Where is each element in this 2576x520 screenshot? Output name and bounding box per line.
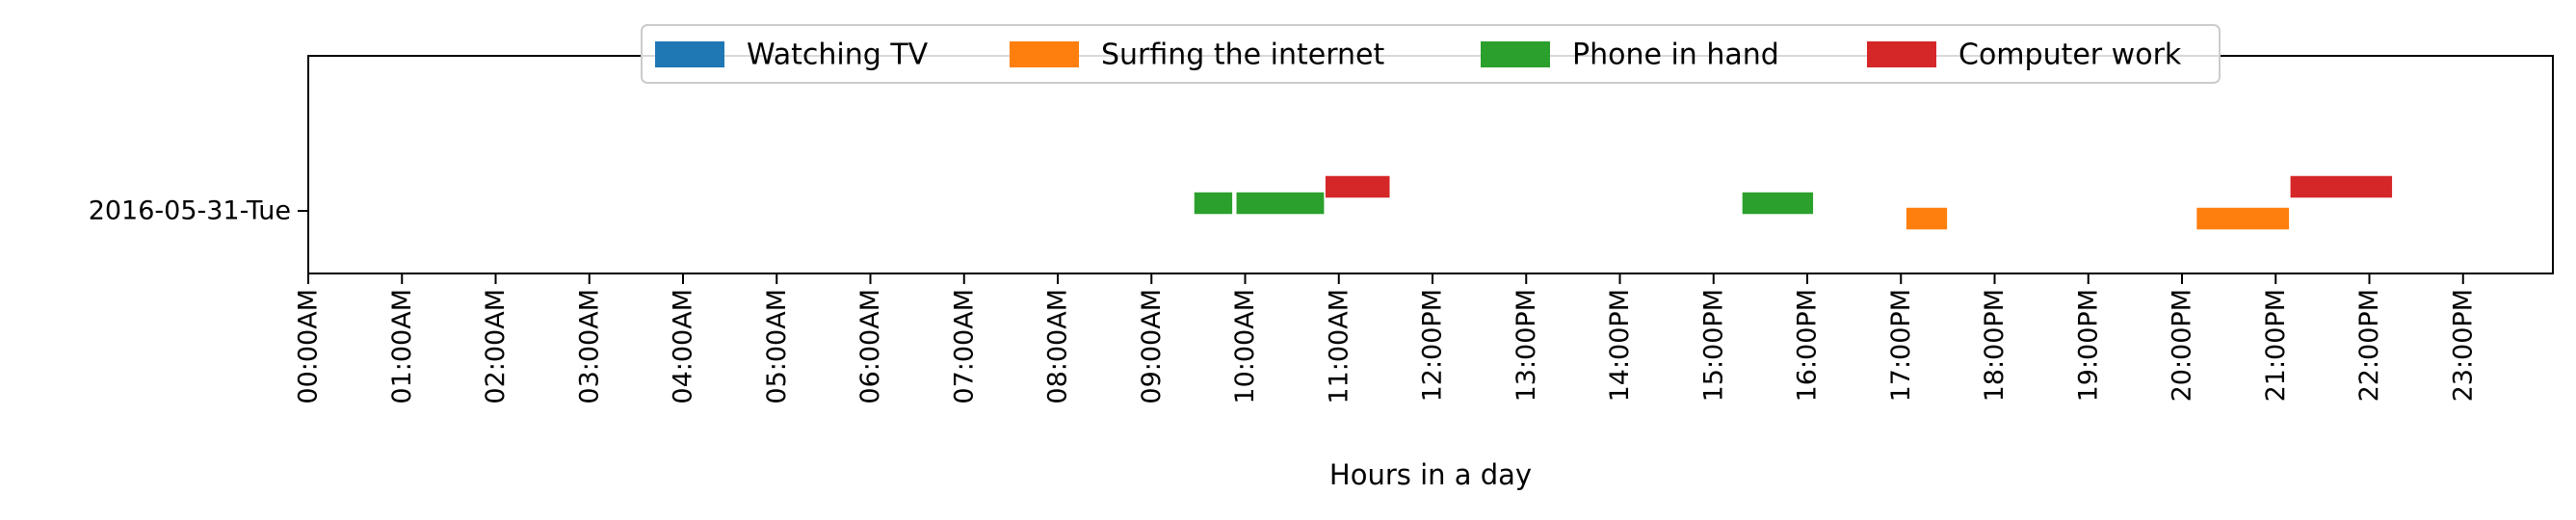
plot-frame	[307, 55, 2554, 274]
legend-swatch	[1867, 41, 1936, 67]
x-tick-label: 03:00AM	[574, 289, 604, 404]
x-axis: 00:00AM 01:00AM 02:00AM 03:00AM 04:00AM 05:00…	[294, 273, 2478, 404]
x-tick-label: 10:00AM	[1230, 289, 1260, 404]
bar-phone-in-hand	[1193, 191, 1234, 216]
x-tick-label: 11:00AM	[1324, 289, 1354, 404]
y-tick-label: 2016-05-31-Tue	[89, 196, 291, 226]
x-tick-label: 00:00AM	[294, 289, 324, 404]
legend-label: Computer work	[1958, 39, 2182, 72]
bar-surfing-the-internet	[1905, 206, 1949, 231]
legend-swatch	[655, 41, 724, 67]
x-tick-label: 04:00AM	[669, 289, 698, 404]
x-axis-label: Hours in a day	[1329, 458, 1532, 491]
x-tick-label: 07:00AM	[949, 289, 979, 404]
x-tick-label: 17:00PM	[1886, 289, 1916, 402]
legend-box	[641, 24, 2221, 84]
x-tick-label: 13:00PM	[1511, 289, 1541, 402]
bar-computer-work	[2289, 174, 2394, 199]
x-tick-label: 12:00PM	[1418, 289, 1448, 402]
legend: Watching TV Surfing the internet Phone in …	[641, 24, 2221, 84]
x-tick-label: 05:00AM	[762, 289, 792, 404]
x-tick-label: 22:00PM	[2354, 289, 2384, 402]
x-tick-label: 20:00PM	[2168, 289, 2197, 402]
x-tick-label: 21:00PM	[2261, 289, 2291, 402]
x-tick-label: 09:00AM	[1137, 289, 1167, 404]
legend-swatch	[1010, 41, 1079, 67]
bar-surfing-the-internet	[2195, 206, 2291, 231]
x-tick-label: 15:00PM	[1698, 289, 1728, 402]
x-tick-label: 06:00AM	[855, 289, 885, 404]
x-tick-label: 14:00PM	[1605, 289, 1635, 402]
x-tick-label: 08:00AM	[1043, 289, 1073, 404]
bar-phone-in-hand	[1235, 191, 1326, 216]
bars-group	[1193, 174, 2394, 231]
legend-swatch	[1481, 41, 1550, 67]
x-tick-label: 02:00AM	[481, 289, 511, 404]
x-tick-label: 16:00PM	[1793, 289, 1823, 402]
x-tick-label: 23:00PM	[2448, 289, 2478, 402]
legend-label: Phone in hand	[1572, 39, 1779, 72]
legend-label: Watching TV	[747, 39, 929, 72]
bar-phone-in-hand	[1741, 191, 1815, 216]
bar-computer-work	[1324, 174, 1391, 199]
x-tick-label: 01:00AM	[387, 289, 417, 404]
x-tick-label: 18:00PM	[1980, 289, 2010, 402]
legend-label: Surfing the internet	[1101, 39, 1384, 72]
x-tick-label: 19:00PM	[2073, 289, 2103, 402]
y-axis: 2016-05-31-Tue	[89, 196, 308, 226]
